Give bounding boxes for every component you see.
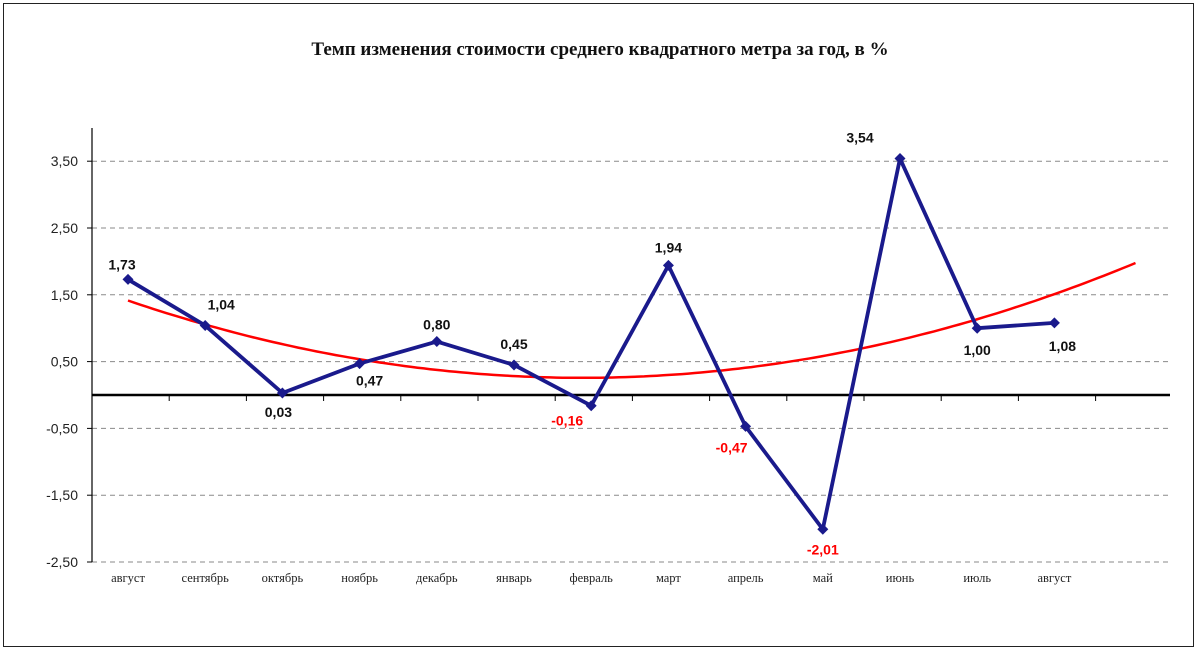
data-label: 0,45 (500, 336, 527, 352)
data-label: -0,16 (551, 413, 583, 429)
series-layer (122, 153, 1060, 535)
x-tick-label: ноябрь (341, 571, 378, 585)
data-point-marker (817, 523, 829, 535)
data-label: 0,47 (356, 373, 383, 389)
chart-title: Темп изменения стоимости среднего квадра… (311, 39, 888, 60)
data-label: 1,08 (1049, 338, 1076, 354)
data-label: 1,04 (208, 297, 235, 313)
data-point-marker (508, 359, 520, 371)
data-point-marker (1048, 317, 1060, 329)
data-label: 1,00 (964, 342, 991, 358)
x-tick-label: март (656, 571, 681, 585)
data-point-marker (662, 259, 674, 271)
axes (87, 128, 1170, 563)
data-label: 1,94 (655, 239, 682, 255)
x-tick-label: май (813, 571, 833, 585)
data-label: -2,01 (807, 541, 839, 557)
data-point-marker (276, 387, 288, 399)
data-labels: 1,73 1,04 0,03 0,47 0,80 0,45 -0,16 1,94 -0,47 -2… (108, 130, 1076, 558)
data-point-marker (894, 153, 906, 165)
series-line (127, 156, 1055, 532)
x-tick-label: август (1037, 571, 1071, 585)
data-label: 0,03 (265, 404, 292, 420)
x-tick-label: сентябрь (182, 571, 230, 585)
x-tick-label: июль (963, 571, 991, 585)
data-point-marker (585, 400, 597, 412)
data-label: 0,80 (423, 317, 450, 333)
y-tick-label: 2,50 (51, 220, 78, 236)
x-tick-label: апрель (728, 571, 764, 585)
data-label: 1,73 (108, 256, 135, 272)
gridlines (92, 160, 1170, 563)
x-axis-ticks: август сентябрь октябрь ноябрь декабрь январь… (111, 571, 1072, 585)
trendline-layer (127, 261, 1136, 380)
x-tick-label: август (111, 571, 145, 585)
trendline (127, 261, 1136, 380)
x-tick-label: февраль (569, 571, 613, 585)
x-tick-label: декабрь (416, 571, 458, 585)
data-point-marker (431, 336, 443, 348)
y-tick-label: -1,50 (46, 487, 78, 503)
data-point-marker (122, 273, 134, 285)
data-point-marker (354, 358, 366, 370)
data-point-marker (971, 322, 983, 334)
y-tick-label: -2,50 (46, 554, 78, 570)
data-label: -0,47 (716, 439, 748, 455)
y-tick-label: -0,50 (46, 420, 78, 436)
data-point-marker (740, 420, 752, 432)
x-tick-label: октябрь (262, 571, 304, 585)
y-tick-label: 0,50 (51, 354, 78, 370)
data-label: 3,54 (846, 130, 873, 146)
x-tick-label: январь (496, 571, 532, 585)
y-tick-label: 3,50 (51, 153, 78, 169)
x-tick-label: июнь (886, 571, 915, 585)
y-tick-label: 1,50 (51, 287, 78, 303)
data-point-marker (199, 320, 211, 332)
y-axis-ticks: 3,50 2,50 1,50 0,50 -0,50 -1,50 -2,50 (46, 153, 78, 570)
